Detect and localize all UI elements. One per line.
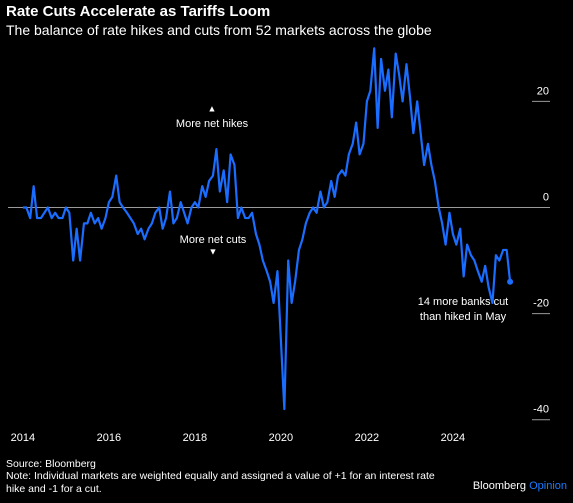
chart: ▲ ▼ 20 0 -20 -40 2014 2016 2018 2020 2022 2024 Mor…: [8, 47, 550, 444]
x-tick-label: 2020: [269, 432, 293, 444]
source: Source: Bloomberg: [6, 458, 96, 470]
up-arrow: ▲: [208, 103, 217, 113]
annotation: More net cuts: [180, 234, 247, 246]
annotation: 14 more banks cut: [418, 296, 509, 308]
down-arrow: ▼: [209, 246, 218, 256]
end-dot: [507, 278, 514, 285]
x-tick-label: 2022: [355, 432, 379, 444]
x-tick-label: 2024: [441, 432, 465, 444]
chart-subtitle: The balance of rate hikes and cuts from …: [6, 22, 432, 38]
brand: Bloomberg Opinion: [473, 480, 567, 492]
x-tick-label: 2018: [183, 432, 207, 444]
annotation: More net hikes: [176, 118, 249, 130]
y-tick-label: 20: [537, 85, 549, 97]
x-tick-label: 2016: [97, 432, 121, 444]
data-line: [22, 47, 512, 411]
y-tick-label: -20: [533, 297, 549, 309]
y-tick-label: 0: [543, 191, 549, 203]
y-tick-label: -40: [533, 404, 549, 416]
note: Note: Individual markets are weighted eq…: [6, 470, 435, 495]
brand-sub: Opinion: [529, 480, 567, 492]
brand-name: Bloomberg: [472, 480, 527, 492]
chart-title: Rate Cuts Accelerate as Tariffs Loom: [6, 3, 271, 20]
x-tick-label: 2014: [11, 432, 35, 444]
annotation: than hiked in May: [420, 311, 507, 323]
